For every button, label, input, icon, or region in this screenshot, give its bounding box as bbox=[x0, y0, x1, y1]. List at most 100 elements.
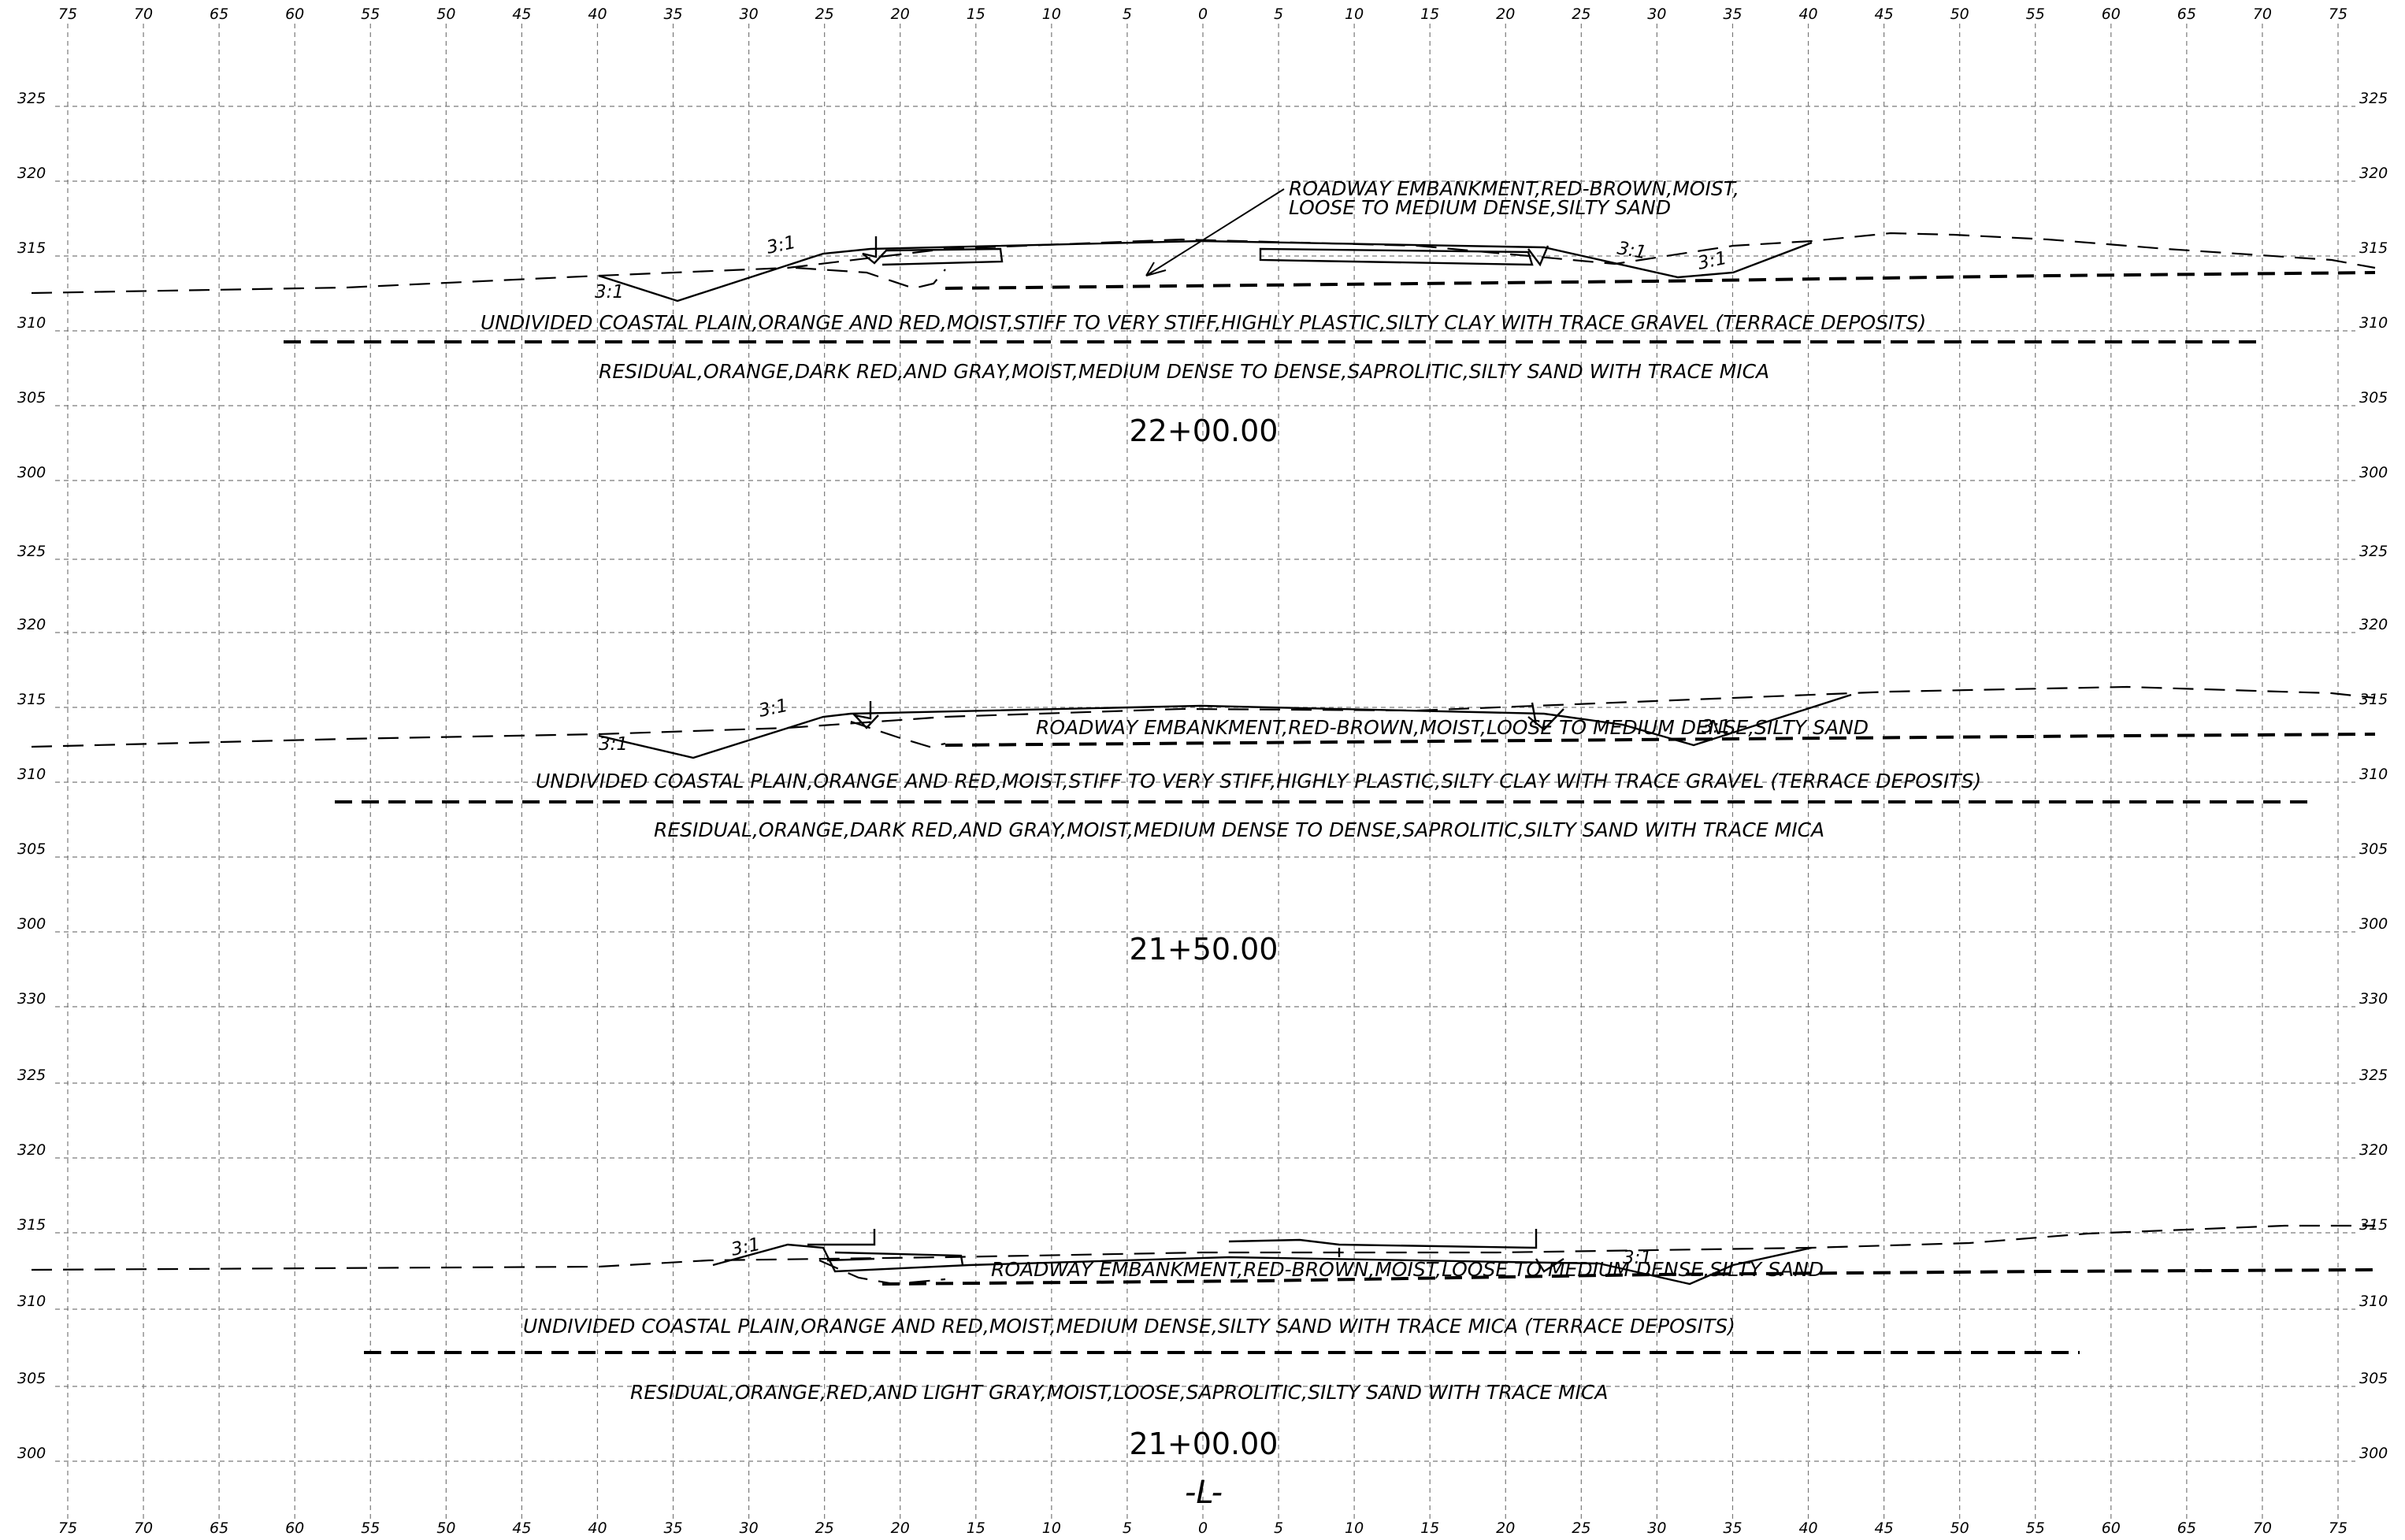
elevation-label: 325 bbox=[17, 543, 46, 560]
existing-ground-line bbox=[31, 1224, 2375, 1271]
residual-note: RESIDUAL,ORANGE,DARK RED,AND GRAY,MOIST,… bbox=[654, 818, 1824, 841]
offset-tick-label: 30 bbox=[1647, 6, 1666, 23]
embankment-coastal-boundary bbox=[945, 733, 2376, 747]
station-label: 21+50.00 bbox=[1130, 932, 1279, 967]
elevation-label: 325 bbox=[17, 1067, 46, 1084]
proposed-subgrade-line bbox=[850, 720, 946, 748]
offset-tick-label: 10 bbox=[1345, 6, 1364, 23]
offset-tick-label: 65 bbox=[210, 6, 228, 23]
slope-label: 3:1 bbox=[1696, 248, 1729, 274]
offset-tick-label: 30 bbox=[740, 1520, 759, 1537]
offset-tick-label: 75 bbox=[2329, 1520, 2347, 1537]
offset-tick-label: 40 bbox=[1798, 6, 1817, 23]
offset-tick-label: 45 bbox=[1875, 6, 1894, 23]
elevation-label: 310 bbox=[17, 766, 46, 783]
elevation-label: 320 bbox=[2359, 1141, 2388, 1159]
offset-tick-label: 10 bbox=[1345, 1520, 1364, 1537]
roadway-template bbox=[712, 1243, 1813, 1286]
elevation-label: 305 bbox=[2359, 841, 2388, 858]
offset-tick-label: 20 bbox=[891, 6, 910, 23]
offset-tick-label: 20 bbox=[1496, 1520, 1515, 1537]
embankment-coastal-boundary bbox=[881, 1268, 2376, 1286]
embankment-note: ROADWAY EMBANKMENT,RED-BROWN,MOIST, bbox=[1289, 177, 1739, 200]
elevation-label: 320 bbox=[17, 1141, 46, 1159]
elevation-label: 300 bbox=[17, 1445, 46, 1462]
slope-label: 3:1 bbox=[1702, 717, 1731, 737]
offset-tick-label: 55 bbox=[2026, 6, 2045, 23]
coastal-plain-note: UNDIVIDED COASTAL PLAIN,ORANGE AND RED,M… bbox=[536, 770, 1981, 792]
offset-tick-label: 45 bbox=[512, 6, 531, 23]
offset-tick-label: 5 bbox=[1123, 1520, 1132, 1537]
slope-label: 3:1 bbox=[1623, 1248, 1652, 1268]
offset-tick-label: 65 bbox=[210, 1520, 228, 1537]
offset-tick-label: 50 bbox=[1950, 6, 1969, 23]
slope-label: 3:1 bbox=[765, 232, 798, 258]
section-22-00: 3:1 3:1 3:1 3:1 ROADWAY EMBANKMENT,RED-B… bbox=[31, 177, 2376, 448]
offset-tick-label: 50 bbox=[1950, 1520, 1969, 1537]
offset-tick-label: 60 bbox=[2102, 6, 2121, 23]
offset-tick-label: 60 bbox=[285, 1520, 304, 1537]
embankment-coastal-boundary bbox=[945, 271, 2376, 290]
residual-note: RESIDUAL,ORANGE,RED,AND LIGHT GRAY,MOIST… bbox=[630, 1381, 1609, 1404]
elevation-label: 315 bbox=[17, 691, 46, 708]
elevation-label: 325 bbox=[2359, 90, 2388, 107]
offset-tick-label: 70 bbox=[134, 1520, 153, 1537]
elevation-label: 325 bbox=[2359, 543, 2388, 560]
pavement-shoulder-left bbox=[852, 701, 879, 729]
offset-tick-label: 45 bbox=[512, 1520, 531, 1537]
station-label: 22+00.00 bbox=[1130, 414, 1279, 448]
offset-tick-label: 10 bbox=[1042, 1520, 1061, 1537]
offset-tick-label: 45 bbox=[1875, 1520, 1894, 1537]
offset-tick-label: 55 bbox=[361, 1520, 380, 1537]
residual-note: RESIDUAL,ORANGE,DARK RED,AND GRAY,MOIST,… bbox=[599, 360, 1769, 383]
existing-ground-line bbox=[31, 685, 2376, 748]
offset-tick-label: 35 bbox=[663, 1520, 682, 1537]
elevation-label: 320 bbox=[2359, 616, 2388, 633]
elevation-label: 310 bbox=[2359, 1293, 2388, 1310]
elevation-label: 305 bbox=[2359, 389, 2388, 406]
offset-tick-label: 30 bbox=[740, 6, 759, 23]
elevation-label: 315 bbox=[2359, 239, 2388, 257]
offset-tick-label: 70 bbox=[2253, 6, 2272, 23]
coastal-plain-note: UNDIVIDED COASTAL PLAIN,ORANGE AND RED,M… bbox=[523, 1315, 1735, 1338]
offset-tick-labels: 7575707065656060555550504545404035353030… bbox=[58, 6, 2347, 1537]
proposed-subgrade-line bbox=[795, 266, 946, 290]
offset-tick-label: 0 bbox=[1198, 6, 1208, 23]
elevation-label: 320 bbox=[17, 616, 46, 633]
offset-tick-label: 15 bbox=[1420, 1520, 1439, 1537]
elevation-label: 305 bbox=[17, 1370, 46, 1387]
offset-tick-label: 5 bbox=[1274, 6, 1283, 23]
embankment-note: LOOSE TO MEDIUM DENSE,SILTY SAND bbox=[1289, 196, 1671, 219]
offset-tick-label: 5 bbox=[1274, 1520, 1283, 1537]
embankment-leader-arrow bbox=[1145, 188, 1285, 276]
offset-tick-label: 35 bbox=[1723, 6, 1742, 23]
offset-tick-label: 60 bbox=[285, 6, 304, 23]
elevation-label: 310 bbox=[17, 314, 46, 332]
station-label: 21+00.00 bbox=[1130, 1427, 1279, 1461]
offset-tick-label: 15 bbox=[1420, 6, 1439, 23]
offset-tick-label: 20 bbox=[891, 1520, 910, 1537]
offset-tick-label: 75 bbox=[58, 6, 77, 23]
offset-tick-label: 30 bbox=[1647, 1520, 1666, 1537]
centerline-label: -L- bbox=[1185, 1475, 1223, 1511]
pavement-shoulder-right bbox=[1527, 702, 1564, 731]
section-21-50: 3:1 3:1 3:1 ROADWAY EMBANKMENT,RED-BROWN… bbox=[31, 685, 2376, 967]
offset-tick-label: 25 bbox=[815, 6, 834, 23]
elevation-label: 300 bbox=[17, 915, 46, 933]
slope-label: 3:1 bbox=[595, 282, 624, 302]
offset-tick-label: 60 bbox=[2102, 1520, 2121, 1537]
embankment-note: ROADWAY EMBANKMENT,RED-BROWN,MOIST,LOOSE… bbox=[1036, 716, 1869, 739]
offset-tick-label: 65 bbox=[2177, 6, 2196, 23]
offset-tick-label: 40 bbox=[1798, 1520, 1817, 1537]
elevation-label: 320 bbox=[2359, 165, 2388, 182]
elevation-label: 310 bbox=[17, 1293, 46, 1310]
elevation-label: 305 bbox=[17, 389, 46, 406]
elevation-label: 315 bbox=[2359, 691, 2388, 708]
offset-tick-label: 35 bbox=[663, 6, 682, 23]
proposed-subgrade-line bbox=[818, 1259, 946, 1286]
offset-tick-label: 55 bbox=[2026, 1520, 2045, 1537]
elevation-label: 325 bbox=[2359, 1067, 2388, 1084]
offset-tick-label: 15 bbox=[967, 1520, 985, 1537]
elevation-label: 310 bbox=[2359, 766, 2388, 783]
offset-tick-label: 25 bbox=[815, 1520, 834, 1537]
